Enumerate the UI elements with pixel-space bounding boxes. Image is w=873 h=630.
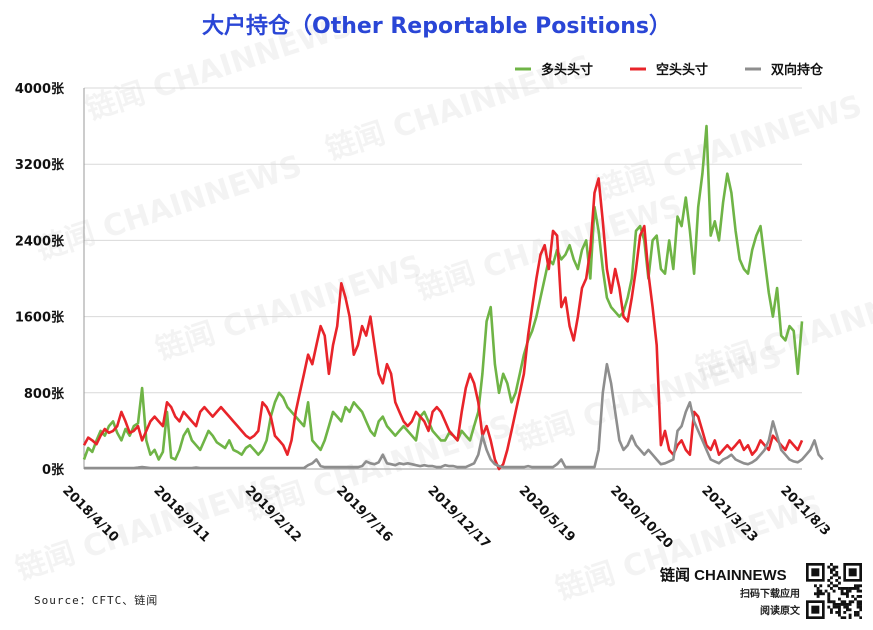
y-tick-label: 800张 xyxy=(24,387,65,402)
source-note: Source：CFTC、链闻 xyxy=(34,594,159,607)
watermark-text: 链闻 CHAINNEWS xyxy=(512,339,787,458)
brand-block: 链闻 CHAINNEWS 扫码下载应用 阅读原文 xyxy=(660,564,800,619)
qr-code-icon[interactable] xyxy=(806,563,862,619)
chart-title: 大户持仓（Other Reportable Positions） xyxy=(202,14,671,39)
series-line-0 xyxy=(82,124,804,461)
legend-label: 双向持仓 xyxy=(771,62,824,78)
legend-label: 多头头寸 xyxy=(541,62,593,78)
brand-sub-download: 扫码下载应用 xyxy=(740,589,800,600)
series-line-2 xyxy=(84,362,824,470)
legend: 多头头寸 空头头寸 双向持仓 xyxy=(515,62,824,78)
y-tick-label: 2400张 xyxy=(15,234,65,249)
y-tick-label: 0张 xyxy=(42,463,65,478)
x-tick-label: 2020/5/19 xyxy=(516,483,578,545)
y-axis: 0张 800张 1600张 2400张 3200张 4000张 xyxy=(15,82,85,478)
series-line-1 xyxy=(82,177,804,471)
series-lines xyxy=(82,124,824,471)
brand-sub-read: 阅读原文 xyxy=(760,606,800,617)
y-tick-label: 1600张 xyxy=(15,311,65,326)
watermark-text: 链闻 CHAINNEWS xyxy=(152,249,427,368)
watermark-text: 链闻 CHAINNEWS xyxy=(32,149,307,268)
y-tick-label: 3200张 xyxy=(15,158,65,173)
x-tick-label: 2020/10/20 xyxy=(607,483,675,551)
x-tick-label: 2019/12/17 xyxy=(424,483,492,551)
x-tick-label: 2019/7/16 xyxy=(333,483,395,545)
watermark-text: 链闻 CHAINNEWS xyxy=(12,469,287,588)
legend-label: 空头头寸 xyxy=(656,62,708,78)
y-tick-label: 4000张 xyxy=(15,82,65,97)
brand-name: 链闻 CHAINNEWS xyxy=(660,567,787,584)
watermark-text: 链闻 CHAINNEWS xyxy=(592,89,867,208)
